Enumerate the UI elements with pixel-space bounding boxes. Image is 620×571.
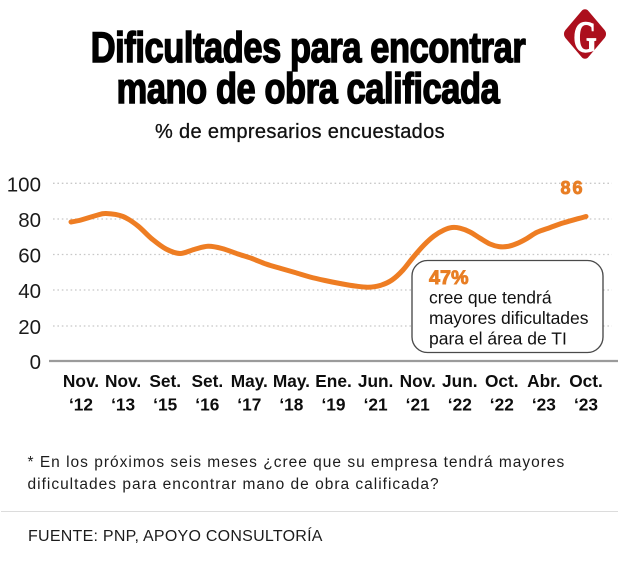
svg-text:20: 20 [18,316,41,339]
svg-text:‘19: ‘19 [321,395,345,415]
svg-text:cree que tendrá: cree que tendrá [429,288,552,308]
svg-text:Jun.: Jun. [358,371,394,391]
svg-text:Set.: Set. [149,371,181,391]
svg-text:‘13: ‘13 [111,395,135,415]
svg-text:80: 80 [18,209,41,232]
svg-text:Set.: Set. [191,371,223,391]
svg-text:May.: May. [273,371,310,391]
svg-text:May.: May. [231,371,268,391]
svg-text:Nov.: Nov. [105,371,141,391]
svg-text:‘16: ‘16 [195,395,219,415]
svg-text:‘12: ‘12 [69,395,93,415]
svg-text:‘15: ‘15 [153,395,177,415]
svg-text:‘21: ‘21 [364,395,388,415]
svg-text:100: 100 [7,173,41,196]
svg-text:Ene.: Ene. [315,371,352,391]
svg-text:para el área de TI: para el área de TI [429,329,567,349]
svg-text:Jun.: Jun. [442,371,478,391]
svg-text:‘23: ‘23 [574,395,598,415]
svg-text:‘21: ‘21 [406,395,430,415]
svg-text:60: 60 [18,245,41,268]
svg-text:mayores dificultades: mayores dificultades [429,308,589,328]
svg-text:‘22: ‘22 [490,395,514,415]
svg-text:‘23: ‘23 [532,395,556,415]
svg-text:Nov.: Nov. [63,371,99,391]
svg-text:0: 0 [30,351,41,374]
svg-text:Oct.: Oct. [485,371,519,391]
svg-text:47%: 47% [429,267,469,289]
svg-text:‘22: ‘22 [448,395,472,415]
svg-text:G: G [573,11,597,61]
svg-text:‘17: ‘17 [237,395,261,415]
svg-text:‘18: ‘18 [279,395,303,415]
svg-text:40: 40 [18,280,41,303]
svg-text:Oct.: Oct. [569,371,603,391]
svg-text:Abr.: Abr. [527,371,561,391]
svg-text:Nov.: Nov. [400,371,436,391]
svg-text:86: 86 [561,178,585,198]
